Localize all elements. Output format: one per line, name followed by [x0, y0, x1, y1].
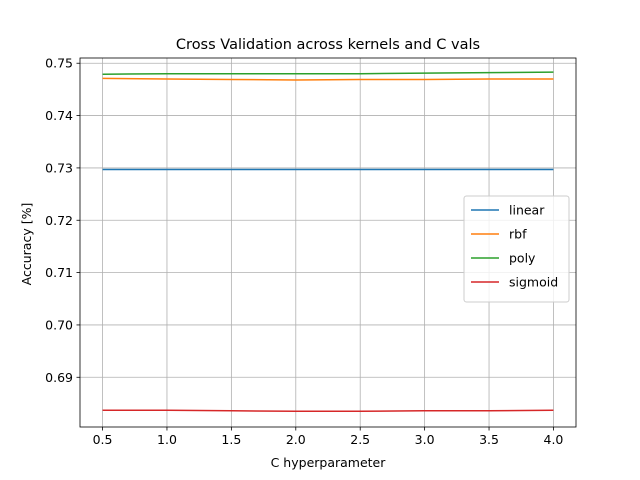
x-axis-label: C hyperparameter	[271, 455, 387, 470]
legend: linear rbf poly sigmoid	[463, 195, 570, 303]
series-line-sigmoid	[102, 409, 554, 413]
series-group	[102, 71, 554, 413]
chart-title: Cross Validation across kernels and C va…	[176, 37, 480, 53]
legend-label-sigmoid: sigmoid	[509, 275, 558, 290]
ticks: 0.5 1.0 1.5 2.0 2.5 3.0 3.5 4.0 0.69 0.70 0.71 0.72…	[45, 56, 563, 447]
plot-frame	[79, 57, 577, 428]
legend-label-poly: poly	[509, 251, 536, 266]
y-tick-label: 0.71	[45, 265, 73, 280]
x-tick-label: 3.0	[415, 432, 435, 447]
series-line-rbf	[102, 77, 554, 81]
y-tick-label: 0.70	[45, 317, 73, 332]
y-tick-label: 0.74	[45, 108, 73, 123]
legend-box	[463, 195, 570, 303]
x-tick-label: 0.5	[93, 432, 113, 447]
y-tick-label: 0.69	[45, 370, 73, 385]
x-tick-label: 2.5	[350, 432, 370, 447]
x-tick-label: 3.5	[479, 432, 499, 447]
legend-label-linear: linear	[509, 203, 545, 218]
legend-label-rbf: rbf	[509, 227, 527, 242]
y-tick-label: 0.73	[45, 160, 73, 175]
x-tick-label: 2.0	[286, 432, 306, 447]
series-line-poly	[102, 71, 554, 75]
x-tick-label: 1.0	[157, 432, 177, 447]
x-tick-label: 1.5	[221, 432, 241, 447]
y-tick-label: 0.75	[45, 56, 73, 71]
x-tick-label: 4.0	[544, 432, 564, 447]
y-axis-label: Accuracy [%]	[19, 203, 34, 286]
y-tick-label: 0.72	[45, 213, 73, 228]
